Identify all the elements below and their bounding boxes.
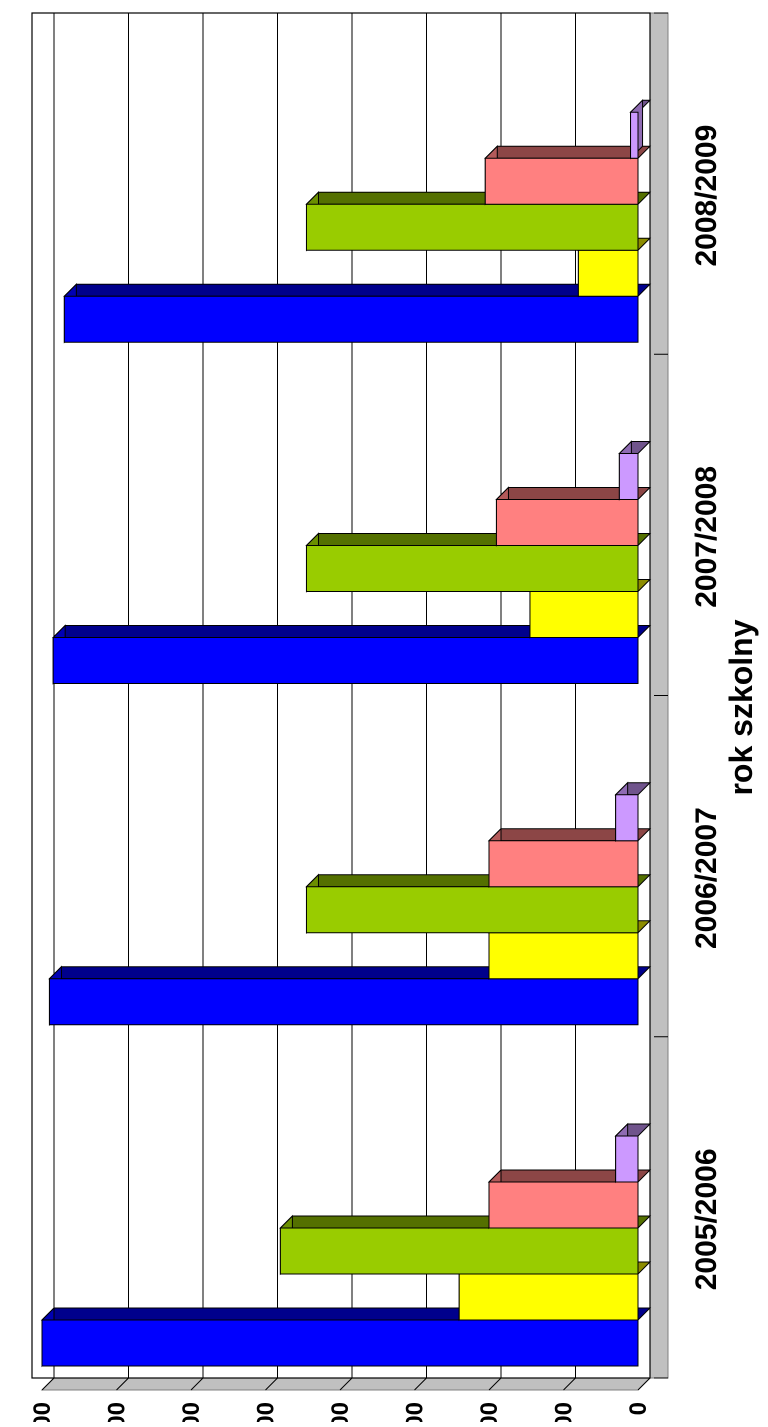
bar (63, 295, 639, 343)
bar (630, 111, 639, 159)
gridline-depth (41, 1377, 55, 1391)
category-label: 2006/2007 (690, 807, 723, 949)
gridline-depth (339, 1377, 353, 1391)
gridline-depth (563, 1377, 576, 1391)
y-tick-label: 4 000 (327, 1402, 354, 1422)
gridline-depth (265, 1377, 278, 1391)
bar-top (63, 283, 652, 297)
y-tick-label: 0 (625, 1402, 652, 1415)
bar (52, 637, 639, 684)
bar (615, 1135, 639, 1183)
bar (488, 840, 639, 888)
y-tick-label: 3 000 (402, 1402, 429, 1422)
bar (615, 794, 639, 842)
x-axis-title: rok szkolny (723, 619, 759, 795)
bar (305, 886, 639, 934)
category-label: 2007/2008 (690, 466, 723, 608)
bar-top (484, 145, 652, 159)
y-tick-label: 7 000 (104, 1402, 131, 1422)
bar (577, 249, 639, 297)
bar (484, 157, 639, 205)
y-tick-label: 1 000 (551, 1402, 578, 1422)
bars (40, 99, 652, 1368)
bar (488, 932, 639, 980)
gridline-depth (637, 1377, 651, 1391)
gridline-depth (414, 1377, 427, 1391)
gridline-depth (116, 1377, 129, 1391)
bar (618, 453, 639, 500)
bar (41, 1319, 639, 1367)
bar (279, 1227, 639, 1275)
y-tick-label: 6 000 (178, 1402, 205, 1422)
gridline-depth (488, 1377, 502, 1391)
y-tick-label: 5 000 (253, 1402, 280, 1422)
bar (48, 978, 639, 1026)
bar (495, 499, 639, 546)
y-tick-label: 2 000 (476, 1402, 503, 1422)
gridline-depth (190, 1377, 204, 1391)
bar (458, 1273, 639, 1321)
category-label: 2008/2009 (690, 125, 723, 267)
bar (529, 591, 639, 638)
category-label: 2005/2006 (690, 1148, 723, 1290)
bar (305, 203, 639, 251)
y-tick-label: 8 000 (29, 1402, 56, 1422)
bar (488, 1181, 639, 1229)
bar (305, 545, 639, 592)
